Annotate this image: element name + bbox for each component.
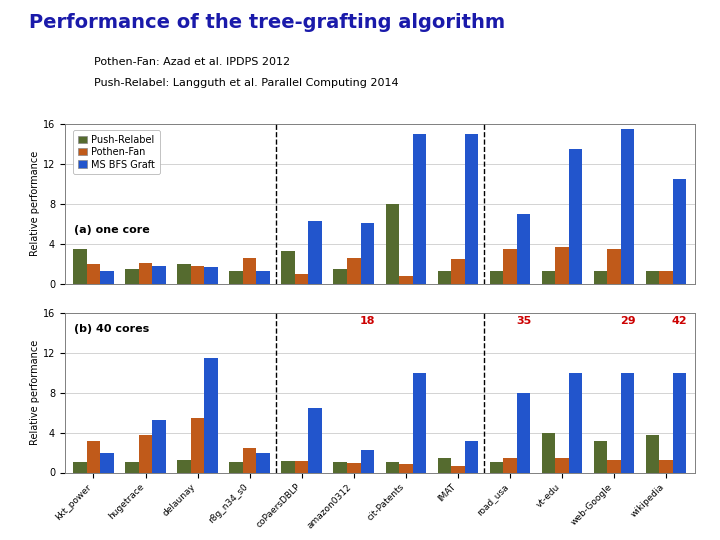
Bar: [347, 463, 361, 472]
Text: (a) one core: (a) one core: [74, 225, 150, 234]
Bar: [541, 433, 555, 472]
Legend: Push-Relabel, Pothen-Fan, MS BFS Graft: Push-Relabel, Pothen-Fan, MS BFS Graft: [73, 130, 160, 174]
Bar: [608, 460, 621, 472]
Bar: [385, 462, 399, 472]
Bar: [569, 373, 582, 472]
Bar: [646, 271, 660, 284]
Text: 29: 29: [620, 316, 636, 326]
Bar: [451, 465, 464, 472]
Text: 42: 42: [672, 316, 688, 326]
Bar: [361, 450, 374, 472]
Bar: [152, 420, 166, 472]
Bar: [464, 134, 478, 284]
Bar: [256, 453, 270, 472]
Bar: [243, 258, 256, 284]
Bar: [256, 271, 270, 284]
Bar: [191, 266, 204, 284]
Bar: [139, 262, 152, 284]
Bar: [385, 204, 399, 284]
Bar: [282, 251, 295, 284]
Bar: [451, 259, 464, 284]
Bar: [139, 435, 152, 472]
Bar: [503, 248, 517, 284]
Bar: [230, 462, 243, 472]
Text: 35: 35: [516, 316, 531, 326]
Bar: [86, 264, 100, 284]
Bar: [569, 149, 582, 284]
Bar: [152, 266, 166, 284]
Bar: [673, 373, 686, 472]
Bar: [621, 129, 634, 284]
Bar: [191, 418, 204, 472]
Bar: [243, 448, 256, 472]
Bar: [594, 271, 608, 284]
Bar: [308, 221, 322, 284]
Bar: [308, 408, 322, 472]
Bar: [399, 275, 413, 284]
Bar: [555, 247, 569, 284]
Bar: [517, 393, 530, 472]
Bar: [230, 271, 243, 284]
Bar: [204, 267, 218, 284]
Bar: [517, 214, 530, 284]
Bar: [361, 223, 374, 284]
Bar: [177, 460, 191, 472]
Bar: [490, 462, 503, 472]
Text: Performance of the tree-grafting algorithm: Performance of the tree-grafting algorit…: [29, 14, 505, 32]
Bar: [646, 435, 660, 472]
Bar: [490, 271, 503, 284]
Bar: [177, 264, 191, 284]
Bar: [541, 271, 555, 284]
Bar: [204, 358, 218, 472]
Bar: [100, 453, 114, 472]
Bar: [295, 461, 308, 472]
Text: Pothen-Fan: Azad et al. IPDPS 2012: Pothen-Fan: Azad et al. IPDPS 2012: [94, 57, 289, 67]
Bar: [333, 268, 347, 284]
Bar: [282, 461, 295, 472]
Bar: [295, 274, 308, 284]
Bar: [413, 373, 426, 472]
Bar: [347, 258, 361, 284]
Bar: [73, 462, 86, 472]
Bar: [125, 268, 139, 284]
Text: (b) 40 cores: (b) 40 cores: [74, 325, 150, 334]
Bar: [413, 134, 426, 284]
Bar: [100, 271, 114, 284]
Y-axis label: Relative performance: Relative performance: [30, 151, 40, 256]
Bar: [73, 248, 86, 284]
Bar: [464, 441, 478, 472]
Text: Push-Relabel: Langguth et al. Parallel Computing 2014: Push-Relabel: Langguth et al. Parallel C…: [94, 78, 398, 89]
Bar: [594, 441, 608, 472]
Bar: [399, 463, 413, 472]
Y-axis label: Relative performance: Relative performance: [30, 340, 40, 445]
Bar: [438, 457, 451, 472]
Bar: [86, 441, 100, 472]
Bar: [660, 271, 673, 284]
Text: 18: 18: [359, 316, 375, 326]
Bar: [503, 457, 517, 472]
Bar: [673, 179, 686, 284]
Bar: [333, 462, 347, 472]
Bar: [125, 462, 139, 472]
Bar: [438, 271, 451, 284]
Bar: [555, 457, 569, 472]
Bar: [660, 460, 673, 472]
Bar: [621, 373, 634, 472]
Bar: [608, 248, 621, 284]
